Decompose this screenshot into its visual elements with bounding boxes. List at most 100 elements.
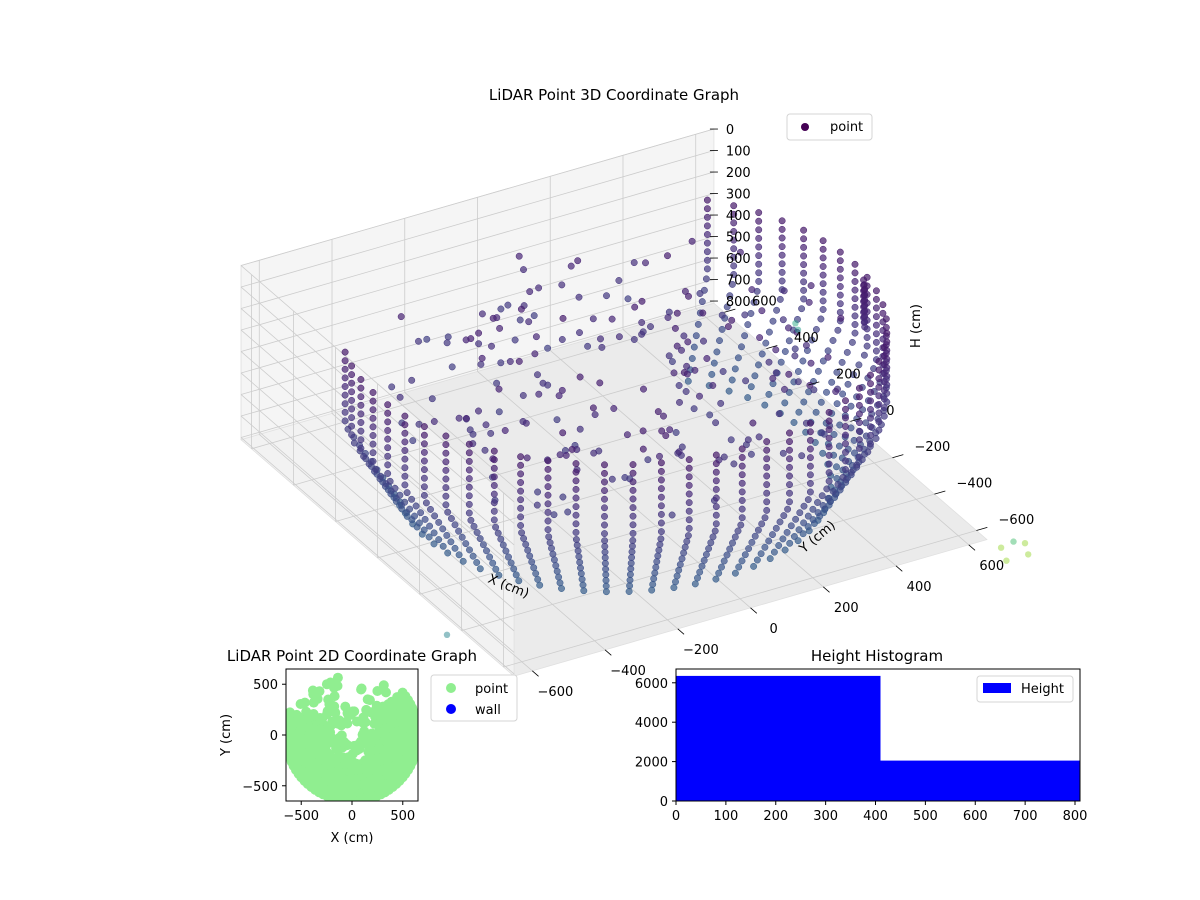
point-marker bbox=[761, 401, 769, 409]
point-marker bbox=[490, 507, 498, 515]
z-tick-label: 600 bbox=[726, 252, 751, 267]
point-marker bbox=[465, 475, 473, 483]
y-tick-label-2d: 500 bbox=[253, 678, 278, 693]
point-marker bbox=[867, 431, 874, 439]
point-marker bbox=[575, 553, 583, 561]
chart-3d-title: LiDAR Point 3D Coordinate Graph bbox=[489, 86, 739, 104]
point-marker bbox=[769, 374, 777, 382]
point-marker bbox=[526, 288, 534, 296]
point-marker bbox=[624, 295, 632, 303]
point-marker bbox=[348, 414, 356, 422]
point-marker bbox=[396, 393, 404, 401]
point-marker bbox=[544, 517, 552, 525]
point-marker bbox=[647, 323, 654, 331]
point-marker bbox=[780, 287, 788, 295]
point-marker bbox=[621, 474, 629, 481]
point-marker bbox=[341, 391, 349, 399]
point-marker bbox=[875, 366, 883, 374]
point-marker bbox=[520, 266, 527, 274]
point-2d bbox=[297, 737, 308, 748]
chart-histogram-legend: Height bbox=[976, 675, 1074, 703]
point-marker bbox=[712, 477, 720, 485]
point-marker bbox=[523, 454, 531, 462]
point-marker bbox=[473, 529, 481, 536]
point-marker bbox=[855, 419, 863, 427]
point-marker bbox=[800, 243, 808, 251]
point-marker bbox=[836, 308, 844, 316]
point-marker bbox=[615, 333, 623, 341]
point-marker bbox=[626, 571, 634, 578]
point-2d bbox=[383, 699, 394, 710]
point-marker bbox=[867, 397, 874, 405]
hist-y-tick-label: 2000 bbox=[635, 756, 668, 771]
point-marker bbox=[558, 386, 566, 394]
point-marker bbox=[806, 436, 814, 444]
chart-histogram: Height Histogram 0 100 200 300 400 500 600 700 8… bbox=[635, 647, 1088, 824]
point-2d bbox=[381, 687, 391, 698]
point-2d bbox=[374, 743, 385, 754]
point-marker bbox=[842, 405, 849, 413]
point-marker bbox=[855, 410, 863, 418]
x-tick-label-2d: 500 bbox=[390, 809, 415, 824]
point-marker bbox=[819, 288, 827, 296]
point-marker bbox=[808, 336, 816, 344]
point-marker bbox=[787, 522, 795, 530]
point-marker bbox=[755, 260, 763, 268]
point-marker bbox=[627, 559, 635, 567]
point-marker bbox=[423, 335, 431, 343]
point-marker bbox=[475, 407, 482, 415]
point-marker bbox=[809, 516, 817, 524]
point-marker bbox=[487, 429, 495, 437]
point-marker bbox=[601, 504, 608, 512]
point-marker bbox=[517, 496, 525, 504]
point-marker bbox=[798, 452, 806, 460]
point-marker bbox=[755, 209, 763, 217]
point-marker bbox=[455, 527, 463, 535]
point-marker bbox=[819, 271, 827, 279]
point-marker bbox=[735, 563, 743, 571]
point-marker bbox=[683, 362, 691, 370]
point-marker bbox=[666, 426, 674, 434]
point-marker bbox=[603, 292, 610, 300]
point-marker bbox=[530, 312, 538, 320]
point-marker bbox=[533, 501, 541, 509]
point-marker bbox=[742, 377, 750, 385]
point-marker bbox=[369, 432, 377, 439]
point-marker bbox=[629, 537, 637, 544]
point-marker bbox=[572, 485, 580, 493]
point-2d bbox=[384, 722, 395, 733]
point-marker bbox=[420, 474, 428, 482]
point-marker bbox=[800, 295, 808, 303]
point-marker bbox=[737, 521, 745, 529]
point-marker bbox=[580, 587, 588, 595]
point-marker bbox=[524, 546, 532, 554]
point-marker bbox=[842, 423, 849, 430]
point-marker bbox=[719, 368, 727, 375]
legend-height-swatch bbox=[983, 683, 1011, 693]
y-tick-label-2d: −500 bbox=[242, 780, 278, 795]
point-2d bbox=[312, 693, 323, 704]
point-marker bbox=[747, 383, 755, 391]
point-marker bbox=[867, 406, 874, 413]
point-marker bbox=[443, 339, 451, 347]
point-marker bbox=[792, 515, 800, 523]
point-marker bbox=[875, 383, 883, 391]
point-marker bbox=[534, 488, 542, 496]
point-2d bbox=[307, 685, 318, 696]
point-marker bbox=[814, 499, 821, 506]
point-2d bbox=[347, 764, 358, 774]
point-marker bbox=[794, 378, 802, 386]
point-marker bbox=[507, 559, 515, 567]
point-marker bbox=[756, 334, 764, 342]
point-marker bbox=[842, 397, 849, 405]
point-marker bbox=[401, 447, 409, 454]
point-marker bbox=[867, 371, 874, 379]
point-marker bbox=[880, 404, 888, 412]
point-marker bbox=[875, 357, 883, 365]
point-marker bbox=[765, 537, 773, 545]
point-marker bbox=[535, 390, 543, 398]
point-marker bbox=[872, 338, 880, 346]
point-marker bbox=[576, 329, 583, 337]
point-marker bbox=[348, 371, 356, 379]
point-marker bbox=[703, 239, 711, 247]
